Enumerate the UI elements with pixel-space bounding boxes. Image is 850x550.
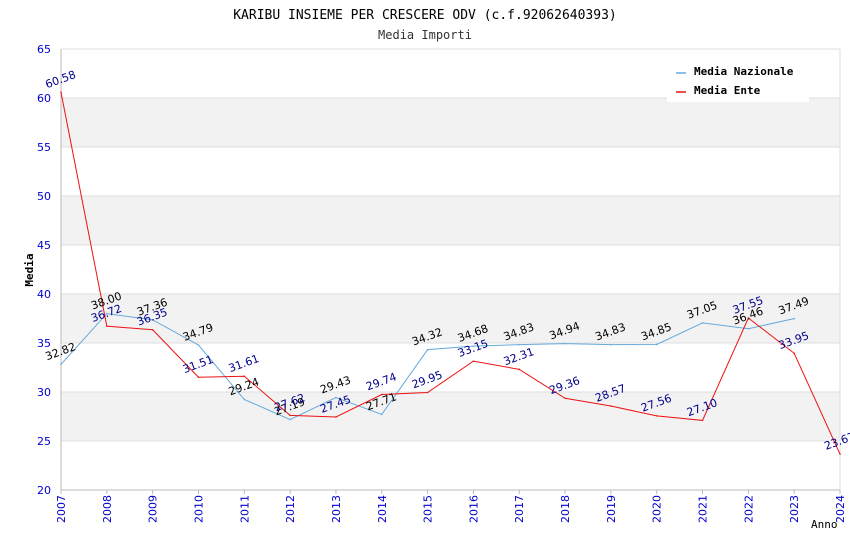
data-point bbox=[747, 317, 750, 319]
y-tick-label: 45 bbox=[37, 239, 51, 252]
chart-title: KARIBU INSIEME PER CRESCERE ODV (c.f.920… bbox=[233, 8, 617, 23]
data-point bbox=[701, 419, 704, 422]
chart-subtitle: Media Importi bbox=[378, 28, 472, 42]
grid-lines bbox=[61, 48, 841, 491]
data-point bbox=[335, 416, 337, 418]
legend-box bbox=[667, 58, 809, 102]
data-label: 29.95 bbox=[410, 368, 444, 391]
data-point bbox=[426, 391, 429, 394]
data-label: 31.51 bbox=[181, 353, 215, 376]
x-tick-label: 2010 bbox=[192, 495, 205, 523]
x-tick-label: 2015 bbox=[422, 495, 435, 523]
x-tick-label: 2016 bbox=[467, 495, 480, 523]
series-line-1 bbox=[60, 92, 841, 455]
x-tick-label: 2021 bbox=[697, 495, 710, 523]
legend: Media Nazionale Media Ente bbox=[667, 58, 809, 102]
data-point bbox=[151, 319, 154, 321]
data-point bbox=[289, 418, 291, 421]
y-tick-label: 20 bbox=[37, 484, 51, 497]
data-point bbox=[655, 415, 658, 417]
x-tick-label: 2019 bbox=[605, 495, 618, 523]
data-point bbox=[426, 348, 429, 351]
legend-label-nazionale: Media Nazionale bbox=[694, 65, 794, 78]
data-point bbox=[610, 343, 612, 346]
background-bands bbox=[61, 98, 840, 441]
x-tick-label: 2011 bbox=[238, 495, 251, 523]
data-point bbox=[243, 398, 246, 401]
data-point bbox=[518, 343, 521, 346]
y-tick-label: 65 bbox=[37, 43, 51, 56]
x-tick-label: 2012 bbox=[284, 495, 297, 523]
data-label: 31.61 bbox=[227, 352, 261, 375]
data-point bbox=[747, 327, 750, 330]
y-axis-label: Media bbox=[23, 253, 36, 286]
x-tick-label: 2020 bbox=[651, 495, 664, 523]
x-axis-ticks: 2007 2008 2009 2010 2011 2012 2013 2014 2015 2016… bbox=[55, 490, 847, 523]
data-point bbox=[197, 344, 200, 346]
data-point bbox=[655, 343, 658, 346]
data-point bbox=[380, 393, 383, 396]
data-point bbox=[243, 375, 246, 378]
data-point bbox=[564, 397, 566, 400]
background-band bbox=[61, 98, 840, 147]
data-point bbox=[701, 322, 704, 324]
data-point bbox=[518, 368, 521, 371]
y-tick-label: 50 bbox=[37, 190, 51, 203]
y-tick-label: 25 bbox=[37, 435, 51, 448]
x-tick-label: 2023 bbox=[788, 495, 801, 523]
data-point bbox=[106, 312, 108, 315]
x-tick-label: 2022 bbox=[742, 495, 755, 523]
data-point bbox=[564, 342, 566, 345]
data-point bbox=[106, 325, 108, 327]
data-point bbox=[380, 413, 383, 416]
data-point bbox=[839, 453, 841, 455]
x-axis-label: Anno bbox=[811, 518, 838, 531]
data-point bbox=[60, 363, 62, 366]
series-lines bbox=[60, 91, 841, 455]
x-tick-label: 2017 bbox=[513, 495, 526, 523]
x-tick-label: 2007 bbox=[55, 495, 68, 523]
background-band bbox=[61, 294, 840, 343]
x-tick-label: 2018 bbox=[559, 495, 572, 523]
background-band bbox=[61, 392, 840, 441]
data-point bbox=[472, 360, 475, 362]
data-point bbox=[289, 414, 291, 417]
x-tick-label: 2024 bbox=[834, 495, 847, 523]
y-tick-label: 35 bbox=[37, 337, 51, 350]
legend-label-ente: Media Ente bbox=[694, 84, 761, 97]
x-tick-label: 2013 bbox=[330, 495, 343, 523]
data-point bbox=[335, 396, 337, 399]
data-point bbox=[472, 345, 475, 347]
y-tick-label: 30 bbox=[37, 386, 51, 399]
y-tick-label: 55 bbox=[37, 141, 51, 154]
data-point bbox=[60, 91, 62, 94]
y-tick-label: 40 bbox=[37, 288, 51, 301]
data-point bbox=[197, 376, 200, 379]
data-label: 32.31 bbox=[502, 345, 536, 368]
y-tick-label: 60 bbox=[37, 92, 51, 105]
data-point bbox=[793, 352, 795, 355]
data-point bbox=[610, 405, 612, 407]
data-point bbox=[793, 317, 795, 320]
x-tick-label: 2008 bbox=[101, 495, 114, 523]
x-tick-label: 2014 bbox=[376, 495, 389, 523]
y-axis-ticks: 20 25 30 35 40 45 50 55 60 65 bbox=[37, 43, 51, 497]
x-tick-label: 2009 bbox=[147, 495, 160, 523]
background-band bbox=[61, 196, 840, 245]
data-point bbox=[151, 328, 154, 331]
